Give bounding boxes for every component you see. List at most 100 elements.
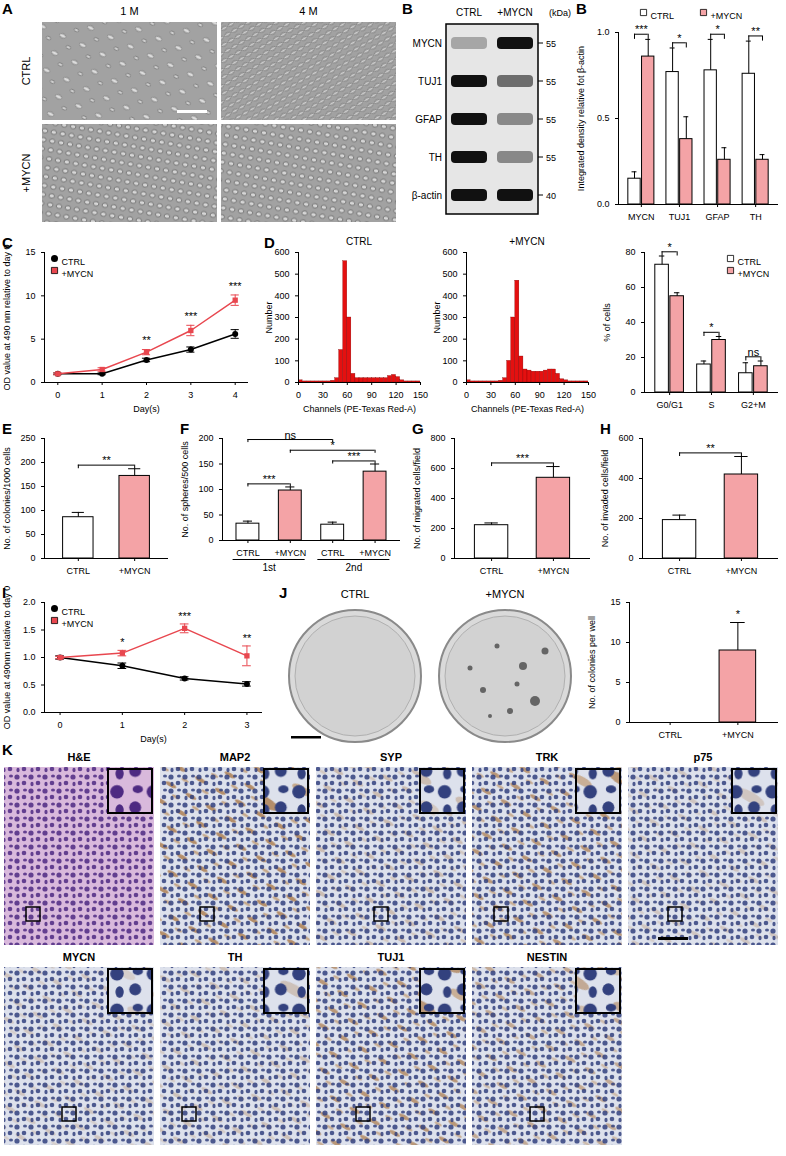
svg-text:600: 600	[442, 247, 457, 257]
svg-text:Channels (PE-Texas Red-A): Channels (PE-Texas Red-A)	[303, 404, 416, 414]
svg-text:+MYCN: +MYCN	[20, 154, 32, 193]
svg-text:***: ***	[347, 450, 361, 462]
svg-text:600: 600	[618, 433, 633, 443]
svg-text:TRK: TRK	[536, 751, 559, 763]
svg-text:600: 600	[430, 463, 445, 473]
svg-text:1 M: 1 M	[120, 5, 138, 17]
svg-text:**: **	[142, 334, 151, 346]
svg-text:60: 60	[510, 390, 520, 400]
svg-text:***: ***	[516, 452, 530, 464]
svg-text:55: 55	[546, 115, 556, 125]
svg-text:CTRL: CTRL	[20, 57, 32, 86]
svg-text:0: 0	[296, 390, 301, 400]
svg-text:10: 10	[610, 637, 620, 647]
svg-text:+MYCN: +MYCN	[274, 548, 306, 558]
svg-text:CTRL: CTRL	[67, 566, 91, 576]
svg-text:60: 60	[342, 390, 352, 400]
svg-text:Number: Number	[432, 301, 442, 333]
svg-text:H&E: H&E	[67, 751, 90, 763]
svg-text:No. of invaded cells/field: No. of invaded cells/field	[600, 450, 610, 548]
svg-text:MYCN: MYCN	[63, 951, 95, 963]
svg-text:2: 2	[144, 390, 149, 400]
svg-text:0: 0	[452, 377, 457, 387]
svg-text:CTRL: CTRL	[62, 607, 86, 617]
svg-text:SYP: SYP	[380, 751, 402, 763]
svg-text:GFAP: GFAP	[706, 212, 730, 222]
svg-text:0: 0	[440, 553, 445, 563]
svg-text:No. of colonies per well: No. of colonies per well	[587, 616, 597, 709]
svg-text:MYCN: MYCN	[628, 212, 655, 222]
svg-text:Integrated density relative fo: Integrated density relative fot β-actin	[576, 46, 586, 191]
svg-text:G2+M: G2+M	[741, 400, 766, 410]
svg-text:90: 90	[367, 390, 377, 400]
svg-text:TUJ1: TUJ1	[418, 76, 442, 87]
svg-text:*: *	[331, 439, 336, 451]
svg-text:100: 100	[20, 505, 35, 515]
svg-text:30: 30	[486, 390, 496, 400]
svg-text:0: 0	[208, 535, 213, 545]
svg-text:1: 1	[120, 720, 125, 730]
svg-text:OD value at 490 nm relative to: OD value at 490 nm relative to day 0	[2, 244, 12, 390]
svg-text:0: 0	[615, 717, 620, 727]
svg-text:2nd: 2nd	[346, 562, 363, 573]
svg-text:+MYCN: +MYCN	[486, 588, 525, 600]
svg-text:0: 0	[628, 553, 633, 563]
svg-text:Day(s): Day(s)	[140, 734, 167, 744]
svg-text:+MYCN: +MYCN	[726, 566, 758, 576]
svg-text:***: ***	[229, 280, 243, 292]
svg-text:+MYCN: +MYCN	[722, 730, 754, 740]
svg-text:p75: p75	[694, 751, 713, 763]
svg-text:OD value at 490nm relative to: OD value at 490nm relative to day 0	[2, 586, 12, 730]
svg-text:No. of migrated cells/field: No. of migrated cells/field	[412, 448, 422, 549]
svg-text:1: 1	[100, 390, 105, 400]
svg-text:No. of spheres/500 cells: No. of spheres/500 cells	[180, 441, 190, 538]
svg-text:MAP2: MAP2	[220, 751, 251, 763]
svg-text:200: 200	[20, 457, 35, 467]
svg-text:15: 15	[25, 247, 35, 257]
svg-text:No. of colonies/1000 cells: No. of colonies/1000 cells	[2, 447, 12, 550]
svg-text:*: *	[120, 636, 125, 648]
svg-text:200: 200	[430, 523, 445, 533]
svg-text:*: *	[667, 241, 672, 253]
svg-text:GFAP: GFAP	[415, 114, 442, 125]
svg-text:*: *	[677, 32, 682, 44]
svg-text:*: *	[736, 608, 741, 620]
svg-text:150: 150	[198, 459, 213, 469]
svg-text:100: 100	[442, 356, 457, 366]
svg-text:+MYCN: +MYCN	[497, 7, 532, 18]
svg-text:1.5: 1.5	[23, 625, 36, 635]
svg-text:2.0: 2.0	[23, 597, 36, 607]
svg-text:0.0: 0.0	[597, 199, 610, 209]
svg-text:+MYCN: +MYCN	[538, 566, 570, 576]
svg-text:Number: Number	[264, 301, 274, 333]
svg-text:1.0: 1.0	[597, 27, 610, 37]
svg-text:0: 0	[55, 390, 60, 400]
svg-text:0: 0	[30, 377, 35, 387]
svg-text:CTRL: CTRL	[651, 11, 675, 21]
svg-text:0: 0	[58, 720, 63, 730]
svg-text:1st: 1st	[262, 562, 276, 573]
svg-text:90: 90	[535, 390, 545, 400]
svg-text:200: 200	[618, 513, 633, 523]
svg-text:Channels (PE-Texas Red-A): Channels (PE-Texas Red-A)	[471, 404, 584, 414]
svg-text:40: 40	[546, 191, 556, 201]
svg-text:TH: TH	[750, 212, 762, 222]
svg-text:3: 3	[244, 720, 249, 730]
svg-text:CTRL: CTRL	[321, 548, 345, 558]
svg-text:ns: ns	[748, 346, 760, 358]
svg-text:**: **	[751, 25, 760, 37]
svg-text:150: 150	[413, 390, 428, 400]
svg-text:250: 250	[20, 433, 35, 443]
svg-text:30: 30	[318, 390, 328, 400]
svg-text:***: ***	[184, 310, 198, 322]
svg-text:500: 500	[274, 269, 289, 279]
svg-text:G0/G1: G0/G1	[656, 400, 683, 410]
svg-text:+MYCN: +MYCN	[62, 619, 94, 629]
svg-text:0: 0	[30, 553, 35, 563]
svg-text:CTRL: CTRL	[456, 7, 483, 18]
svg-text:**: **	[243, 632, 252, 644]
svg-text:*: *	[709, 321, 714, 333]
svg-text:40: 40	[625, 317, 635, 327]
svg-text:(kDa): (kDa)	[549, 8, 571, 18]
svg-text:NESTIN: NESTIN	[527, 951, 567, 963]
